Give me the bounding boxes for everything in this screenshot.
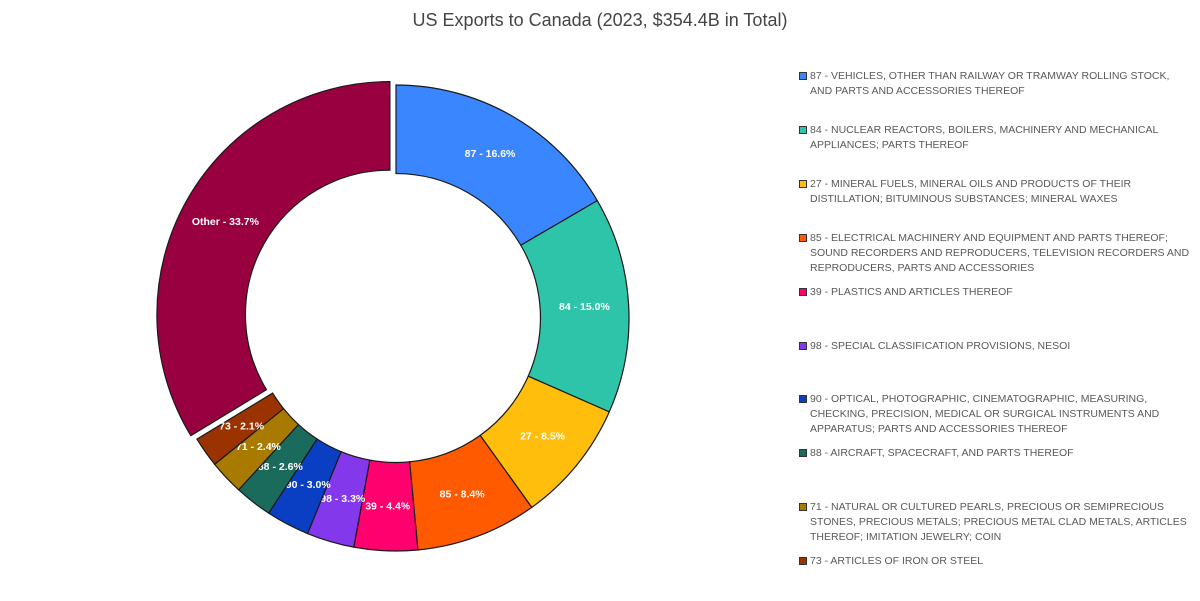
legend-label-1: 84 - NUCLEAR REACTORS, BOILERS, MACHINER… [810, 124, 1158, 151]
slice-9 [196, 392, 285, 466]
legend-item-3: 85 - ELECTRICAL MACHINERY AND EQUIPMENT … [799, 231, 1191, 276]
legend-swatch-9 [799, 557, 807, 565]
slice-label-9: 73 - 2.1% [219, 420, 265, 432]
legend-item-5: 98 - SPECIAL CLASSIFICATION PROVISIONS, … [799, 339, 1191, 354]
legend-item-9: 73 - ARTICLES OF IRON OR STEEL [799, 554, 1191, 569]
legend-item-1: 84 - NUCLEAR REACTORS, BOILERS, MACHINER… [799, 123, 1191, 153]
slice-label-0: 87 - 16.6% [465, 148, 516, 160]
legend-label-6: 90 - OPTICAL, PHOTOGRAPHIC, CINEMATOGRAP… [810, 393, 1160, 435]
slice-10 [156, 80, 391, 437]
slice-label-1: 84 - 15.0% [559, 301, 610, 313]
legend-item-0: 87 - VEHICLES, OTHER THAN RAILWAY OR TRA… [799, 69, 1191, 99]
legend-swatch-7 [799, 449, 807, 457]
legend-label-0: 87 - VEHICLES, OTHER THAN RAILWAY OR TRA… [810, 70, 1170, 97]
legend-swatch-6 [799, 395, 807, 403]
legend-item-2: 27 - MINERAL FUELS, MINERAL OILS AND PRO… [799, 177, 1191, 207]
legend-item-7: 88 - AIRCRAFT, SPACECRAFT, AND PARTS THE… [799, 446, 1191, 461]
legend-label-4: 39 - PLASTICS AND ARTICLES THEREOF [810, 286, 1013, 298]
legend-label-8: 71 - NATURAL OR CULTURED PEARLS, PRECIOU… [810, 501, 1187, 543]
legend-item-4: 39 - PLASTICS AND ARTICLES THEREOF [799, 285, 1191, 300]
legend-label-7: 88 - AIRCRAFT, SPACECRAFT, AND PARTS THE… [810, 447, 1074, 459]
legend-label-5: 98 - SPECIAL CLASSIFICATION PROVISIONS, … [810, 340, 1071, 352]
legend-item-6: 90 - OPTICAL, PHOTOGRAPHIC, CINEMATOGRAP… [799, 392, 1191, 437]
slice-label-2: 27 - 8.5% [520, 431, 566, 443]
legend-swatch-0 [799, 72, 807, 80]
slice-label-6: 90 - 3.0% [286, 479, 332, 491]
chart-title: US Exports to Canada (2023, $354.4B in T… [412, 10, 788, 30]
legend-swatch-3 [799, 234, 807, 242]
slice-label-3: 85 - 8.4% [440, 489, 486, 501]
slice-label-10: Other - 33.7% [192, 216, 260, 228]
slice-label-4: 39 - 4.4% [365, 500, 411, 512]
chart-legend: 87 - VEHICLES, OTHER THAN RAILWAY OR TRA… [799, 0, 1194, 601]
legend-swatch-4 [799, 288, 807, 296]
legend-swatch-2 [799, 180, 807, 188]
legend-item-8: 71 - NATURAL OR CULTURED PEARLS, PRECIOU… [799, 500, 1191, 545]
slice-label-7: 88 - 2.6% [258, 461, 304, 473]
slice-label-8: 71 - 2.4% [236, 441, 282, 453]
legend-swatch-8 [799, 503, 807, 511]
legend-swatch-1 [799, 126, 807, 134]
slice-label-5: 98 - 3.3% [320, 493, 366, 505]
donut-chart: 87 - 16.6% 84 - 15.0% 27 - 8.5% 85 - 8.4% 39… [156, 80, 630, 552]
legend-label-9: 73 - ARTICLES OF IRON OR STEEL [810, 555, 984, 567]
legend-label-2: 27 - MINERAL FUELS, MINERAL OILS AND PRO… [810, 178, 1132, 205]
legend-label-3: 85 - ELECTRICAL MACHINERY AND EQUIPMENT … [810, 232, 1190, 274]
legend-swatch-5 [799, 342, 807, 350]
